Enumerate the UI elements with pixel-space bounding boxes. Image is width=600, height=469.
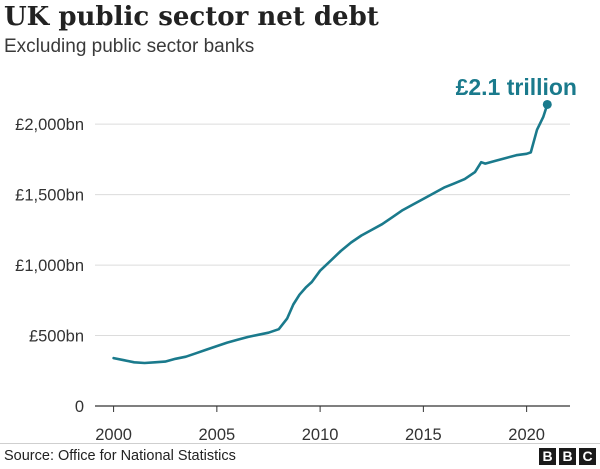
x-tick-label: 2020 <box>508 426 545 444</box>
y-tick-label: 0 <box>75 398 84 416</box>
bbc-logo-letter: C <box>579 448 596 465</box>
annotation-label: £2.1 trillion <box>456 74 577 100</box>
y-tick-label: £2,000bn <box>15 116 84 134</box>
source-note: Source: Office for National Statistics <box>4 448 236 464</box>
footer-divider <box>0 443 600 444</box>
bbc-logo-letter: B <box>539 448 556 465</box>
y-tick-label: £500bn <box>29 328 84 346</box>
x-tick-label: 2000 <box>95 426 132 444</box>
chart-title: UK public sector net debt <box>4 2 379 32</box>
bbc-logo: B B C <box>539 448 596 465</box>
y-tick-label: £1,000bn <box>15 257 84 275</box>
end-point-marker <box>542 99 552 109</box>
x-tick-label: 2010 <box>302 426 339 444</box>
y-tick-label: £1,500bn <box>15 187 84 205</box>
debt-line <box>112 103 549 365</box>
x-tick-label: 2015 <box>405 426 442 444</box>
x-tick-label: 2005 <box>198 426 235 444</box>
chart-subtitle: Excluding public sector banks <box>4 36 255 57</box>
bbc-logo-letter: B <box>559 448 576 465</box>
